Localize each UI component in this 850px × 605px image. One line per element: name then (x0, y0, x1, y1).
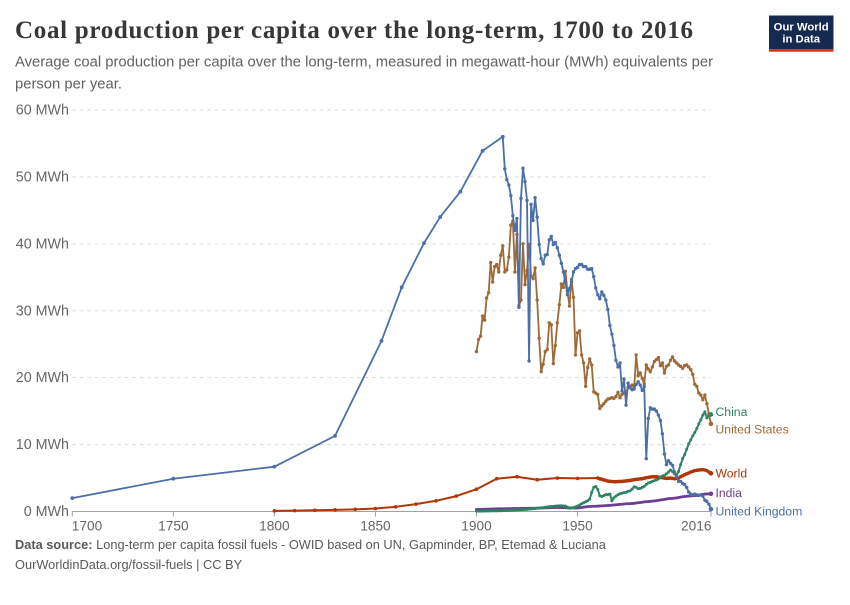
svg-text:1700: 1700 (72, 519, 103, 534)
svg-text:Coal production per capita ove: Coal production per capita over the long… (15, 17, 694, 44)
svg-text:30 MWh: 30 MWh (16, 303, 69, 319)
svg-text:World: World (716, 467, 748, 481)
svg-text:Our World: Our World (774, 22, 829, 34)
svg-text:1750: 1750 (158, 519, 189, 534)
svg-text:1800: 1800 (259, 519, 290, 534)
svg-text:1900: 1900 (461, 519, 492, 534)
svg-text:China: China (716, 405, 748, 419)
svg-text:60 MWh: 60 MWh (16, 103, 69, 119)
svg-text:Average coal production per ca: Average coal production per capita over … (15, 54, 713, 70)
svg-text:Data source: Long-term per cap: Data source: Long-term per capita fossil… (15, 537, 607, 552)
svg-text:OurWorldinData.org/fossil-fuel: OurWorldinData.org/fossil-fuels | CC BY (15, 557, 243, 572)
svg-text:20 MWh: 20 MWh (16, 370, 69, 386)
svg-text:1850: 1850 (360, 519, 391, 534)
svg-text:in Data: in Data (782, 34, 820, 46)
svg-text:1950: 1950 (562, 519, 593, 534)
svg-text:United States: United States (716, 423, 789, 437)
svg-text:India: India (716, 486, 743, 500)
svg-text:50 MWh: 50 MWh (16, 169, 69, 185)
svg-text:2016: 2016 (681, 519, 712, 534)
svg-text:person per year.: person per year. (15, 76, 122, 92)
svg-text:0 MWh: 0 MWh (24, 504, 69, 520)
svg-text:United Kingdom: United Kingdom (716, 505, 803, 519)
svg-text:40 MWh: 40 MWh (16, 236, 69, 252)
svg-text:10 MWh: 10 MWh (16, 437, 69, 453)
